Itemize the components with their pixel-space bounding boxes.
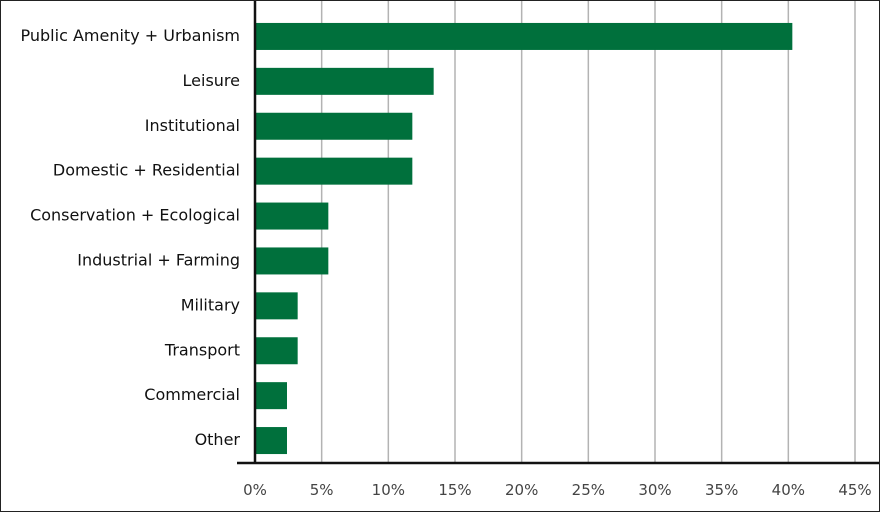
bar bbox=[255, 337, 298, 365]
x-tick-label: 15% bbox=[438, 481, 471, 499]
category-label: Transport bbox=[164, 340, 240, 359]
bar bbox=[255, 67, 434, 95]
x-tick-label: 40% bbox=[772, 481, 805, 499]
x-tick-label: 10% bbox=[372, 481, 405, 499]
bar bbox=[255, 382, 287, 410]
x-tick-label: 5% bbox=[310, 481, 334, 499]
x-tick-labels: 0% 5% 10% 15% 20% 25% 30% 35% 40% 45% bbox=[243, 481, 872, 499]
category-label: Military bbox=[181, 295, 240, 314]
category-label: Leisure bbox=[183, 71, 240, 90]
category-label: Public Amenity + Urbanism bbox=[21, 26, 240, 45]
bar bbox=[255, 247, 329, 275]
bar bbox=[255, 427, 287, 455]
category-label: Conservation + Ecological bbox=[30, 206, 240, 225]
x-tick-label: 35% bbox=[705, 481, 738, 499]
bars bbox=[255, 22, 793, 455]
category-label: Institutional bbox=[145, 116, 240, 135]
bar bbox=[255, 112, 413, 140]
category-label: Other bbox=[195, 430, 241, 449]
category-label: Commercial bbox=[144, 385, 240, 404]
bar bbox=[255, 22, 793, 50]
x-tick-label: 45% bbox=[838, 481, 871, 499]
x-tick-label: 30% bbox=[638, 481, 671, 499]
bar bbox=[255, 292, 298, 320]
x-tick-label: 25% bbox=[572, 481, 605, 499]
axes bbox=[237, 1, 879, 465]
category-label: Industrial + Farming bbox=[77, 250, 240, 269]
bar bbox=[255, 202, 329, 230]
x-tick-label: 20% bbox=[505, 481, 538, 499]
category-labels: Public Amenity + Urbanism Leisure Institut… bbox=[21, 26, 241, 449]
x-tick-label: 0% bbox=[243, 481, 267, 499]
category-label: Domestic + Residential bbox=[53, 161, 240, 180]
bar bbox=[255, 157, 413, 185]
